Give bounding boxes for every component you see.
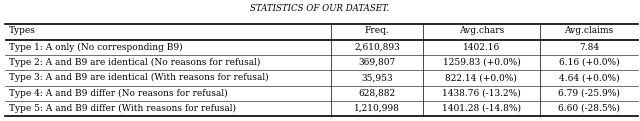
Text: Type 2: A and B9 are identical (No reasons for refusal): Type 2: A and B9 are identical (No reaso… (9, 58, 260, 67)
Text: 35,953: 35,953 (361, 73, 393, 82)
Text: 628,882: 628,882 (358, 89, 396, 98)
Text: Avg.claims: Avg.claims (564, 26, 614, 35)
Text: Avg.chars: Avg.chars (459, 26, 504, 35)
Text: Freq.: Freq. (365, 26, 389, 35)
Text: Type 5: A and B9 differ (With reasons for refusal): Type 5: A and B9 differ (With reasons fo… (9, 104, 236, 113)
Text: 1,210,998: 1,210,998 (354, 104, 400, 113)
Text: Type 1: A only (No corresponding B9): Type 1: A only (No corresponding B9) (9, 43, 182, 52)
Text: 1259.83 (+0.0%): 1259.83 (+0.0%) (442, 58, 520, 67)
Text: 6.60 (-28.5%): 6.60 (-28.5%) (558, 104, 620, 113)
Text: 822.14 (+0.0%): 822.14 (+0.0%) (445, 73, 517, 82)
Text: 6.79 (-25.9%): 6.79 (-25.9%) (558, 89, 620, 98)
Text: 1438.76 (-13.2%): 1438.76 (-13.2%) (442, 89, 521, 98)
Text: 1402.16: 1402.16 (463, 43, 500, 52)
Text: 7.84: 7.84 (579, 43, 599, 52)
Text: 1401.28 (-14.8%): 1401.28 (-14.8%) (442, 104, 521, 113)
Text: 4.64 (+0.0%): 4.64 (+0.0%) (559, 73, 620, 82)
Text: 6.16 (+0.0%): 6.16 (+0.0%) (559, 58, 620, 67)
Text: STATISTICS OF OUR DATASET.: STATISTICS OF OUR DATASET. (250, 4, 390, 13)
Text: Types: Types (9, 26, 36, 35)
Text: 2,610,893: 2,610,893 (354, 43, 400, 52)
Text: Type 3: A and B9 are identical (With reasons for refusal): Type 3: A and B9 are identical (With rea… (9, 73, 269, 82)
Text: Type 4: A and B9 differ (No reasons for refusal): Type 4: A and B9 differ (No reasons for … (9, 89, 228, 98)
Text: 369,807: 369,807 (358, 58, 396, 67)
